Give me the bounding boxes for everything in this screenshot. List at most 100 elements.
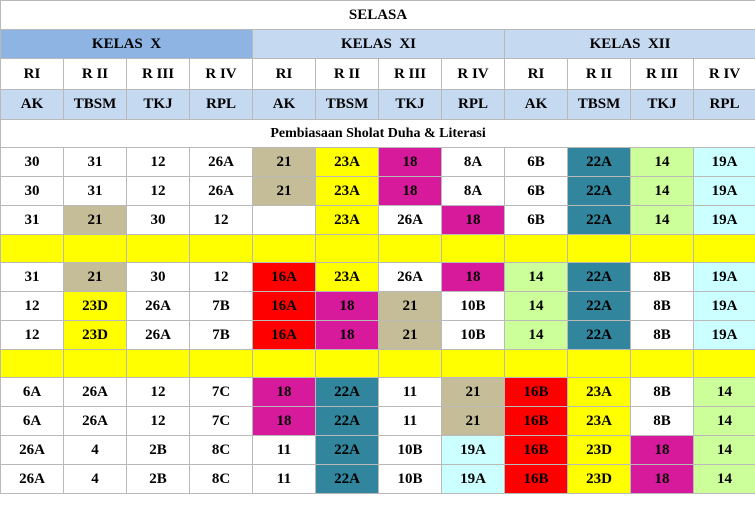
schedule-cell: 26A bbox=[126, 320, 190, 350]
break-cell bbox=[126, 234, 190, 263]
room-header-cell: R III bbox=[126, 58, 190, 90]
program-header-cell: TKJ bbox=[126, 89, 190, 120]
schedule-cell: 22A bbox=[315, 377, 379, 407]
schedule-cell: 2B bbox=[126, 464, 190, 494]
schedule-cell: 6A bbox=[0, 406, 64, 436]
schedule-cell: 21 bbox=[441, 377, 505, 407]
schedule-cell: 11 bbox=[252, 435, 316, 465]
break-cell bbox=[441, 234, 505, 263]
schedule-cell: 8C bbox=[189, 464, 253, 494]
schedule-cell: 23A bbox=[567, 377, 631, 407]
schedule-cell: 22A bbox=[315, 464, 379, 494]
schedule-cell: 7B bbox=[189, 320, 253, 350]
program-header-cell: AK bbox=[0, 89, 64, 120]
schedule-cell: 31 bbox=[0, 205, 64, 235]
room-header-cell: R IV bbox=[441, 58, 505, 90]
schedule-cell: 26A bbox=[126, 291, 190, 321]
class-xii-header: KELAS XII bbox=[503, 29, 755, 59]
schedule-cell: 26A bbox=[63, 377, 127, 407]
program-header-cell: AK bbox=[252, 89, 316, 120]
schedule-row: 31 21 30 12 16A 23A 26A 18 14 22A 8B 19A bbox=[0, 262, 755, 292]
schedule-cell: 22A bbox=[567, 320, 631, 350]
program-header-cell: RPL bbox=[692, 89, 755, 120]
schedule-cell: 22A bbox=[315, 435, 379, 465]
program-header-cell: TKJ bbox=[630, 89, 694, 120]
room-header-cell: R II bbox=[63, 58, 127, 90]
schedule-cell: 18 bbox=[315, 320, 379, 350]
break-cell bbox=[252, 349, 316, 378]
break-cell bbox=[315, 234, 379, 263]
schedule-cell: 21 bbox=[378, 291, 442, 321]
schedule-cell: 12 bbox=[126, 147, 190, 177]
schedule-row: 26A 4 2B 8C 11 22A 10B 19A 16B 23D 18 14 bbox=[0, 464, 755, 494]
break-cell bbox=[63, 234, 127, 263]
program-header-row: AK TBSM TKJ RPL AK TBSM TKJ RPL AK TBSM TKJ RPL bbox=[0, 89, 755, 120]
room-header-cell: R III bbox=[378, 58, 442, 90]
schedule-cell: 14 bbox=[692, 377, 755, 407]
schedule-cell: 19A bbox=[441, 464, 505, 494]
schedule-cell: 22A bbox=[567, 205, 631, 235]
schedule-cell: 26A bbox=[63, 406, 127, 436]
schedule-cell: 18 bbox=[441, 262, 505, 292]
schedule-cell: 18 bbox=[630, 435, 694, 465]
schedule-cell: 18 bbox=[378, 176, 442, 206]
schedule-cell: 14 bbox=[630, 205, 694, 235]
schedule-cell: 19A bbox=[692, 176, 755, 206]
break-cell bbox=[0, 234, 64, 263]
schedule-cell: 26A bbox=[378, 262, 442, 292]
break-cell bbox=[189, 234, 253, 263]
break-cell bbox=[692, 349, 755, 378]
break-cell bbox=[504, 234, 568, 263]
day-title: SELASA bbox=[0, 0, 755, 30]
schedule-cell: 26A bbox=[189, 176, 253, 206]
schedule-cell: 11 bbox=[252, 464, 316, 494]
schedule-cell: 16A bbox=[252, 320, 316, 350]
schedule-cell: 4 bbox=[63, 435, 127, 465]
break-cell bbox=[567, 349, 631, 378]
schedule-cell: 18 bbox=[252, 377, 316, 407]
schedule-cell: 23A bbox=[315, 147, 379, 177]
schedule-cell: 4 bbox=[63, 464, 127, 494]
break-cell bbox=[567, 234, 631, 263]
room-header-cell: R II bbox=[315, 58, 379, 90]
schedule-cell: 22A bbox=[567, 262, 631, 292]
class-header-row: KELAS X KELAS XI KELAS XII bbox=[0, 29, 755, 59]
schedule-cell: 7B bbox=[189, 291, 253, 321]
schedule-cell: 22A bbox=[567, 147, 631, 177]
break-cell bbox=[252, 234, 316, 263]
schedule-cell: 12 bbox=[0, 291, 64, 321]
program-header-cell: TBSM bbox=[315, 89, 379, 120]
schedule-cell: 23D bbox=[567, 435, 631, 465]
schedule-cell: 8B bbox=[630, 262, 694, 292]
schedule-table: SELASA KELAS X KELAS XI KELAS XII RI R II… bbox=[0, 0, 755, 494]
schedule-row: 12 23D 26A 7B 16A 18 21 10B 14 22A 8B 19A bbox=[0, 291, 755, 321]
schedule-cell: 6B bbox=[504, 147, 568, 177]
schedule-cell: 23D bbox=[567, 464, 631, 494]
schedule-cell: 12 bbox=[189, 262, 253, 292]
room-header-cell: R III bbox=[630, 58, 694, 90]
schedule-cell: 14 bbox=[504, 320, 568, 350]
schedule-cell: 30 bbox=[126, 262, 190, 292]
schedule-cell: 18 bbox=[252, 406, 316, 436]
room-header-cell: RI bbox=[0, 58, 64, 90]
schedule-cell: 2B bbox=[126, 435, 190, 465]
schedule-cell: 30 bbox=[126, 205, 190, 235]
schedule-cell: 8A bbox=[441, 147, 505, 177]
schedule-cell: 7C bbox=[189, 377, 253, 407]
schedule-cell: 23D bbox=[63, 291, 127, 321]
program-header-cell: RPL bbox=[441, 89, 505, 120]
schedule-cell: 23A bbox=[315, 176, 379, 206]
schedule-cell: 21 bbox=[63, 205, 127, 235]
schedule-row: 6A 26A 12 7C 18 22A 11 21 16B 23A 8B 14 bbox=[0, 406, 755, 436]
schedule-cell: 23A bbox=[315, 205, 379, 235]
break-cell bbox=[189, 349, 253, 378]
schedule-cell: 16A bbox=[252, 262, 316, 292]
program-header-cell: TBSM bbox=[63, 89, 127, 120]
schedule-cell: 22A bbox=[567, 291, 631, 321]
program-header-cell: AK bbox=[504, 89, 568, 120]
schedule-cell: 12 bbox=[126, 176, 190, 206]
break-cell bbox=[63, 349, 127, 378]
schedule-cell: 8B bbox=[630, 291, 694, 321]
schedule-cell: 10B bbox=[441, 320, 505, 350]
schedule-cell: 30 bbox=[0, 147, 64, 177]
